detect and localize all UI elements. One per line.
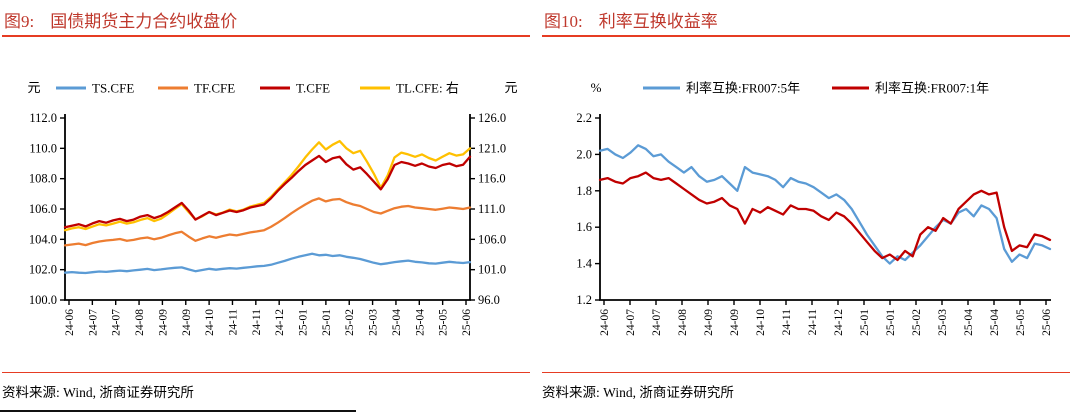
legend-item: T.CFE: [260, 81, 330, 96]
figure-9-number: 图9:: [4, 12, 35, 31]
legend-label: TL.CFE: 右: [396, 81, 459, 96]
svg-text:24-12: 24-12: [833, 309, 845, 336]
svg-text:104.0: 104.0: [29, 232, 57, 246]
svg-text:2.2: 2.2: [576, 111, 592, 125]
svg-text:24-11: 24-11: [227, 309, 239, 336]
svg-text:116.0: 116.0: [478, 172, 506, 186]
svg-text:24-07: 24-07: [111, 309, 123, 336]
legend-item: 利率互换:FR007:1年: [832, 81, 989, 96]
svg-text:24-09: 24-09: [181, 309, 193, 336]
svg-text:1.4: 1.4: [576, 257, 592, 271]
svg-text:25-06: 25-06: [461, 309, 473, 336]
figure-panel-10: 图10: 利率互换收益率 % 利率互换:FR007:5年 利率互换:FR007:1年 2…: [540, 0, 1080, 413]
svg-text:111.0: 111.0: [478, 202, 505, 216]
svg-text:24-10: 24-10: [204, 309, 216, 336]
svg-text:25-02: 25-02: [344, 309, 356, 336]
series-T.CFE: [63, 154, 472, 229]
svg-text:24-06: 24-06: [599, 309, 611, 336]
legend-label: T.CFE: [296, 81, 330, 96]
svg-text:24-12: 24-12: [274, 309, 286, 336]
figure-10-number: 图10:: [544, 12, 583, 31]
svg-text:24-07: 24-07: [625, 309, 637, 336]
svg-text:25-04: 25-04: [963, 309, 975, 336]
series-TF.CFE: [63, 197, 472, 247]
svg-text:25-01: 25-01: [298, 309, 310, 336]
figure-panel-9: 图9: 国债期货主力合约收盘价 元 TS.CFE TF.CFE T.CFE TL.CFE:…: [0, 7, 530, 412]
svg-text:25-05: 25-05: [1015, 309, 1027, 336]
svg-text:24-08: 24-08: [134, 309, 146, 336]
svg-text:24-11: 24-11: [807, 309, 819, 336]
svg-text:100.0: 100.0: [29, 293, 57, 307]
svg-text:108.0: 108.0: [29, 172, 57, 186]
svg-text:24-09: 24-09: [703, 309, 715, 336]
svg-text:24-07: 24-07: [87, 309, 99, 336]
legend-label: TS.CFE: [92, 81, 134, 96]
svg-text:25-06: 25-06: [1041, 309, 1053, 336]
series-利率互换:FR007:1年: [598, 171, 1052, 262]
legend-item: TL.CFE: 右: [360, 81, 459, 96]
svg-text:25-04: 25-04: [414, 309, 426, 336]
svg-text:96.0: 96.0: [478, 293, 500, 307]
svg-text:24-08: 24-08: [677, 309, 689, 336]
svg-text:25-05: 25-05: [438, 309, 450, 336]
title-rule: [2, 35, 530, 37]
legend-label: 利率互换:FR007:1年: [875, 81, 989, 96]
svg-text:25-03: 25-03: [368, 309, 380, 336]
svg-text:25-03: 25-03: [937, 309, 949, 336]
svg-text:%: %: [591, 80, 602, 95]
legend-item: TS.CFE: [56, 81, 134, 96]
svg-text:126.0: 126.0: [478, 111, 506, 125]
figure-9-title: 图9: 国债期货主力合约收盘价: [4, 7, 530, 32]
source-note: 资料来源: Wind, 浙商证券研究所: [2, 372, 530, 401]
svg-text:24-07: 24-07: [651, 309, 663, 336]
axes: [599, 114, 1051, 301]
legend-label: 利率互换:FR007:5年: [686, 81, 800, 96]
svg-text:24-11: 24-11: [251, 309, 263, 336]
treasury-futures-chart: 元 TS.CFE TF.CFE T.CFE TL.CFE: 右 元 112.0 110.0 10…: [27, 80, 517, 336]
legend-label: TF.CFE: [194, 81, 235, 96]
svg-text:24-09: 24-09: [729, 309, 741, 336]
svg-text:元: 元: [504, 80, 517, 95]
svg-text:24-06: 24-06: [64, 309, 76, 336]
svg-text:25-01: 25-01: [885, 309, 897, 336]
svg-text:25-02: 25-02: [911, 309, 923, 336]
source-text: 资料来源: Wind, 浙商证券研究所: [2, 385, 194, 400]
svg-text:106.0: 106.0: [29, 202, 57, 216]
svg-text:25-04: 25-04: [391, 309, 403, 336]
svg-text:101.0: 101.0: [478, 263, 506, 277]
series-TS.CFE: [63, 252, 472, 275]
source-text: 资料来源: Wind, 浙商证券研究所: [542, 385, 734, 400]
figure-10-title-text: 利率互换收益率: [598, 12, 718, 31]
source-note: 资料来源: Wind, 浙商证券研究所: [542, 372, 1070, 401]
svg-text:2.0: 2.0: [576, 147, 592, 161]
legend-item: 利率互换:FR007:5年: [643, 81, 800, 96]
svg-text:1.2: 1.2: [576, 293, 592, 307]
svg-text:112.0: 112.0: [29, 111, 57, 125]
svg-text:1.8: 1.8: [576, 184, 592, 198]
series-利率互换:FR007:5年: [598, 144, 1052, 265]
svg-text:24-11: 24-11: [781, 309, 793, 336]
svg-text:1.6: 1.6: [576, 220, 592, 234]
legend-item: TF.CFE: [158, 81, 235, 96]
figure-9-title-text: 国债期货主力合约收盘价: [50, 12, 238, 31]
svg-text:102.0: 102.0: [29, 263, 57, 277]
svg-text:24-10: 24-10: [755, 309, 767, 336]
title-rule: [542, 35, 1070, 37]
svg-text:121.0: 121.0: [478, 141, 506, 155]
svg-text:25-01: 25-01: [321, 309, 333, 336]
series-TL.CFE: 右: [63, 139, 472, 232]
irs-yield-chart: % 利率互换:FR007:5年 利率互换:FR007:1年 2.2 2.0 1.8 1.6 1…: [576, 80, 1053, 336]
svg-text:25-01: 25-01: [859, 309, 871, 336]
svg-text:110.0: 110.0: [29, 141, 57, 155]
svg-text:元: 元: [27, 80, 40, 95]
svg-text:106.0: 106.0: [478, 232, 506, 246]
figure-10-title: 图10: 利率互换收益率: [544, 7, 1070, 32]
svg-text:24-09: 24-09: [157, 309, 169, 336]
svg-text:25-04: 25-04: [989, 309, 1001, 336]
page-footer-rule: [0, 410, 356, 412]
